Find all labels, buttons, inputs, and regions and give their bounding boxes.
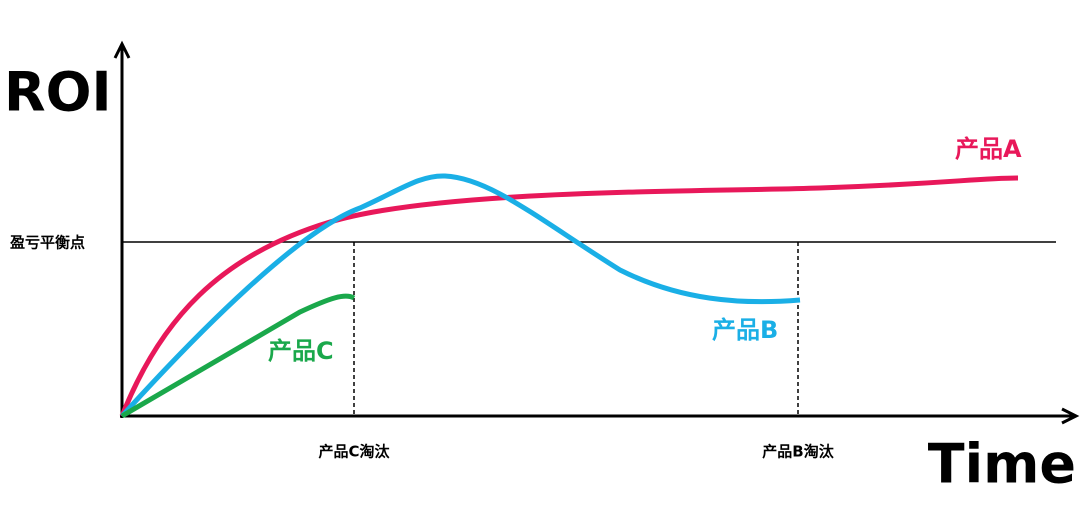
- curve-b: [120, 173, 801, 418]
- curve-label: 产品B: [712, 316, 778, 344]
- curve-label: 产品A: [955, 135, 1022, 163]
- breakeven-label: 盈亏平衡点: [9, 234, 85, 252]
- event-label: 产品B淘汰: [762, 443, 834, 461]
- curve-c: [120, 293, 356, 419]
- y-axis-arrow: [113, 40, 131, 59]
- curve-label: 产品C: [268, 337, 334, 365]
- curve-a: [119, 175, 1019, 417]
- event-label: 产品C淘汰: [318, 443, 390, 461]
- y-axis-label: ROI: [4, 61, 112, 124]
- x-axis-arrow: [1061, 407, 1080, 425]
- x-axis-label: Time: [928, 433, 1076, 496]
